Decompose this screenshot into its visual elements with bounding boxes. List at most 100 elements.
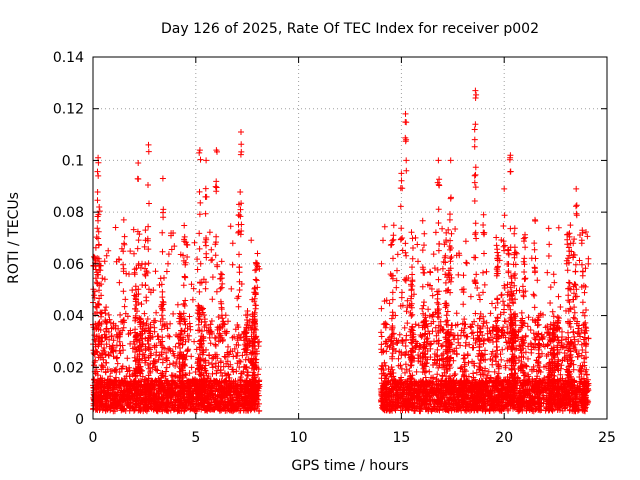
data-point [581,321,588,328]
data-point [191,338,198,345]
data-point [120,347,127,354]
data-point [519,283,526,290]
data-point [181,222,188,229]
data-point [234,360,241,367]
data-point [201,375,208,382]
data-point [196,288,203,295]
data-point [206,334,213,341]
data-point [94,300,101,307]
data-point [158,312,165,319]
data-point [133,357,139,364]
data-point [206,324,212,331]
data-point [252,276,259,283]
data-point [196,316,203,323]
data-point [527,327,534,333]
data-point [230,385,236,392]
data-point [141,397,148,404]
data-point [382,340,389,347]
data-point [451,372,458,379]
data-point [158,374,165,381]
data-point [153,404,160,411]
data-point [132,315,139,322]
data-point [217,394,224,401]
data-point [193,380,200,387]
data-point [437,323,444,330]
data-point [564,267,571,274]
data-point [186,332,193,339]
data-point [142,403,149,410]
data-point [441,369,448,376]
data-point [545,253,552,259]
data-point [227,223,234,230]
data-point [209,370,216,377]
data-point [378,333,385,340]
data-point [145,387,152,394]
data-point [542,324,549,331]
data-point [484,325,491,331]
data-point [575,338,582,345]
data-point [182,297,189,304]
data-point [175,404,182,411]
data-point [155,389,162,396]
data-point [173,359,180,365]
data-point [401,324,408,331]
data-point [387,242,394,249]
data-point [192,369,199,375]
data-point [156,282,163,288]
data-point [180,257,187,264]
data-point [146,390,152,397]
data-point [98,338,105,345]
data-point [114,360,121,367]
data-point [251,289,258,296]
data-point [223,360,230,367]
data-point [468,323,474,330]
data-point [234,349,241,356]
data-point [430,251,437,258]
data-point [93,405,100,412]
data-point [425,306,432,313]
data-point [197,351,203,358]
data-point [112,224,119,231]
data-point [158,349,165,356]
data-point [413,368,420,375]
data-point [111,408,118,415]
data-point [220,318,227,325]
data-point [218,284,225,291]
data-point [190,285,197,292]
data-point [188,399,194,406]
data-point [158,326,165,333]
data-point [95,235,102,242]
data-point [237,358,244,365]
data-point [467,293,474,300]
data-point [547,300,554,306]
data-point [117,342,124,349]
data-point [154,367,161,374]
data-point [489,334,495,341]
data-point [99,354,105,361]
data-point [217,402,224,409]
data-point [108,333,115,339]
data-point [151,359,158,366]
data-point [137,363,144,370]
data-point [395,355,402,362]
data-point [461,325,468,332]
data-point [104,366,111,373]
data-point [208,257,215,264]
data-point [522,244,529,251]
data-point [96,341,102,348]
data-point [508,288,515,295]
data-point [474,322,481,329]
data-point [165,397,172,404]
data-point [153,309,160,316]
data-point [456,252,463,259]
data-point [141,271,148,278]
data-point [168,372,175,379]
data-point [567,324,574,330]
data-point [242,356,249,363]
data-point [236,364,243,371]
data-point [217,325,224,331]
data-point [415,258,421,265]
data-point [471,318,478,325]
data-point [396,331,403,338]
data-point [212,363,219,370]
